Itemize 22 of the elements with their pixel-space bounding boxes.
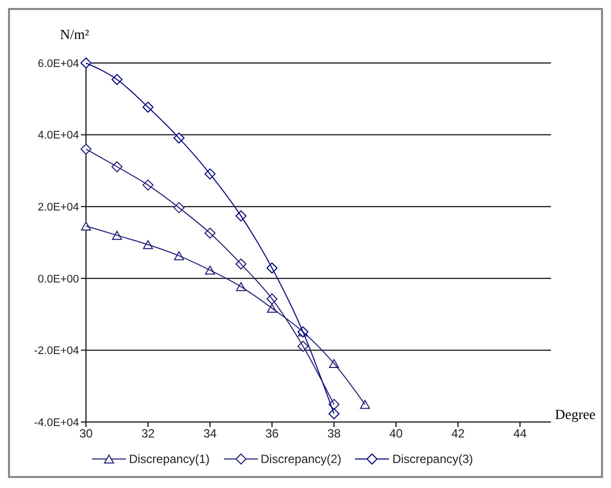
x-tick-label: 42 xyxy=(451,426,465,441)
y-tick-label: 2.0E+04 xyxy=(38,202,79,214)
legend-label: Discrepancy(1) xyxy=(128,452,210,466)
y-tick-label: -2.0E+04 xyxy=(34,345,79,358)
y-tick-label: 4.0E+04 xyxy=(38,130,79,142)
x-tick-label: 34 xyxy=(203,426,217,441)
x-tick-label: 36 xyxy=(265,426,279,441)
x-tick-label: 38 xyxy=(327,426,341,441)
x-tick-label: 32 xyxy=(141,426,155,441)
y-axis-title: N/m² xyxy=(60,28,90,44)
point xyxy=(80,144,92,155)
x-tick-label: 44 xyxy=(513,426,527,441)
x-tick-label: 30 xyxy=(79,426,93,441)
x-axis-title: Degree xyxy=(555,408,596,424)
point xyxy=(360,400,370,409)
y-tick-label: 6.0E+04 xyxy=(38,58,79,70)
y-tick-label: -4.0E+04 xyxy=(34,416,79,429)
point xyxy=(80,58,92,68)
legend-label: Discrepancy(3) xyxy=(392,452,474,466)
legend-label: Discrepancy(2) xyxy=(260,452,342,466)
x-tick-label: 40 xyxy=(389,426,403,441)
y-tick-label: 0.0E+00 xyxy=(38,273,79,286)
